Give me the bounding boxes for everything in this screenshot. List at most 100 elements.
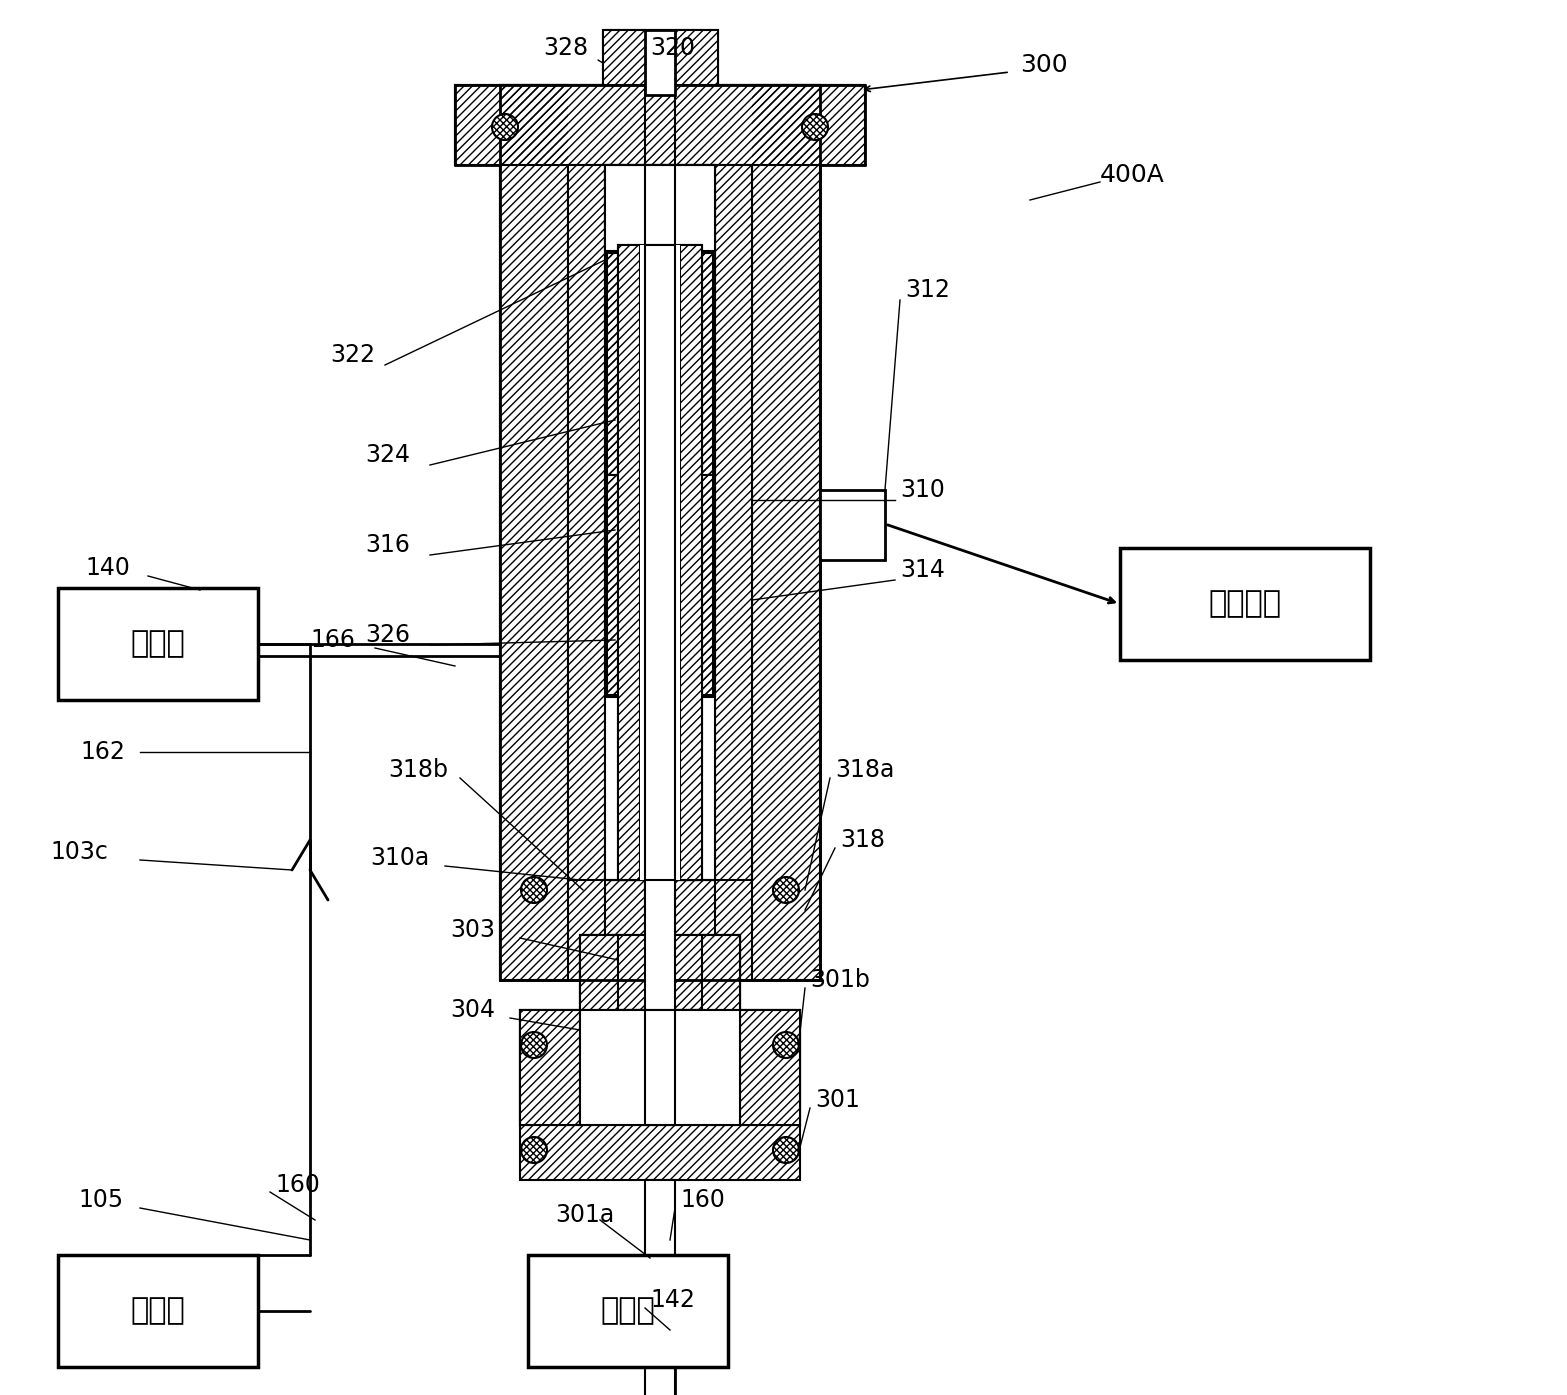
Polygon shape (606, 252, 663, 476)
Text: 326: 326 (365, 624, 411, 647)
Bar (580, 935, 740, 1010)
Bar (520, 1124, 801, 1180)
Bar (454, 85, 865, 165)
Text: 318b: 318b (389, 757, 448, 783)
Polygon shape (606, 476, 664, 695)
Bar (646, 1180, 675, 1395)
Text: 316: 316 (365, 533, 411, 557)
Bar (500, 85, 820, 981)
Bar (1120, 548, 1370, 660)
Text: 304: 304 (450, 997, 495, 1023)
Bar (520, 1010, 580, 1124)
Text: 310a: 310a (370, 845, 429, 870)
Bar (520, 1124, 801, 1180)
Bar (617, 246, 639, 880)
Bar (580, 1010, 740, 1124)
Text: 105: 105 (78, 1189, 124, 1212)
Bar (702, 935, 740, 1010)
Bar (639, 246, 680, 880)
Text: 301b: 301b (810, 968, 870, 992)
Bar (740, 1010, 801, 1124)
Text: 301a: 301a (555, 1202, 614, 1228)
Bar (58, 589, 259, 700)
Circle shape (802, 114, 827, 140)
Bar (500, 85, 567, 981)
Text: 303: 303 (450, 918, 495, 942)
Text: 300: 300 (1020, 53, 1067, 77)
Bar (680, 246, 702, 880)
Circle shape (492, 114, 519, 140)
Bar (520, 1010, 580, 1124)
Polygon shape (655, 252, 713, 476)
Text: 328: 328 (544, 36, 588, 60)
Bar (567, 165, 605, 880)
Text: 324: 324 (365, 444, 411, 467)
Text: 160: 160 (680, 1189, 726, 1212)
Bar (454, 85, 865, 165)
Bar (646, 31, 675, 95)
Bar (605, 165, 715, 880)
Circle shape (520, 877, 547, 903)
Circle shape (520, 1032, 547, 1057)
Text: 103c: 103c (50, 840, 108, 864)
Bar (454, 85, 865, 165)
Bar (605, 165, 715, 250)
Bar (702, 935, 740, 1010)
Bar (580, 935, 617, 1010)
Bar (580, 935, 617, 1010)
Bar (500, 85, 820, 981)
Bar (752, 85, 820, 981)
Bar (520, 1010, 801, 1124)
Bar (752, 85, 820, 981)
Bar (646, 246, 675, 930)
Bar (820, 490, 885, 559)
Text: 控制装置: 控制装置 (1208, 590, 1282, 618)
Bar (520, 1010, 801, 1124)
Text: 318a: 318a (835, 757, 895, 783)
Text: 曲柄室: 曲柄室 (130, 1296, 185, 1325)
Text: 322: 322 (331, 343, 375, 367)
Bar (646, 880, 675, 1010)
Bar (58, 1256, 259, 1367)
Text: 310: 310 (899, 478, 945, 502)
Bar (520, 1010, 801, 1124)
Bar (580, 935, 740, 1010)
Bar (603, 31, 718, 85)
Bar (605, 880, 715, 935)
Text: 142: 142 (650, 1288, 694, 1313)
Polygon shape (657, 252, 713, 476)
Bar (528, 1256, 729, 1367)
Circle shape (773, 1032, 799, 1057)
Polygon shape (657, 476, 713, 695)
Bar (603, 31, 718, 85)
Circle shape (520, 1137, 547, 1163)
Bar (617, 246, 639, 880)
Polygon shape (655, 476, 713, 695)
Text: 400A: 400A (1100, 163, 1164, 187)
Bar (715, 165, 752, 880)
Text: 166: 166 (310, 628, 354, 651)
Bar (454, 85, 865, 165)
Polygon shape (606, 252, 664, 476)
Bar (740, 1010, 801, 1124)
Text: 314: 314 (899, 558, 945, 582)
Text: 140: 140 (85, 557, 130, 580)
Text: 320: 320 (650, 36, 696, 60)
Circle shape (773, 877, 799, 903)
Text: 排出室: 排出室 (600, 1296, 655, 1325)
Text: 吸入室: 吸入室 (130, 629, 185, 658)
Circle shape (773, 1137, 799, 1163)
Bar (605, 880, 715, 935)
Bar (500, 85, 567, 981)
Bar (617, 246, 702, 880)
Bar (646, 1010, 675, 1124)
Bar (603, 31, 718, 85)
Bar (680, 246, 702, 880)
Text: 301: 301 (815, 1088, 860, 1112)
Bar (500, 85, 820, 981)
Text: 312: 312 (906, 278, 950, 301)
Bar (567, 165, 605, 880)
Text: 162: 162 (80, 739, 125, 764)
Text: 160: 160 (274, 1173, 320, 1197)
Text: 318: 318 (840, 829, 885, 852)
